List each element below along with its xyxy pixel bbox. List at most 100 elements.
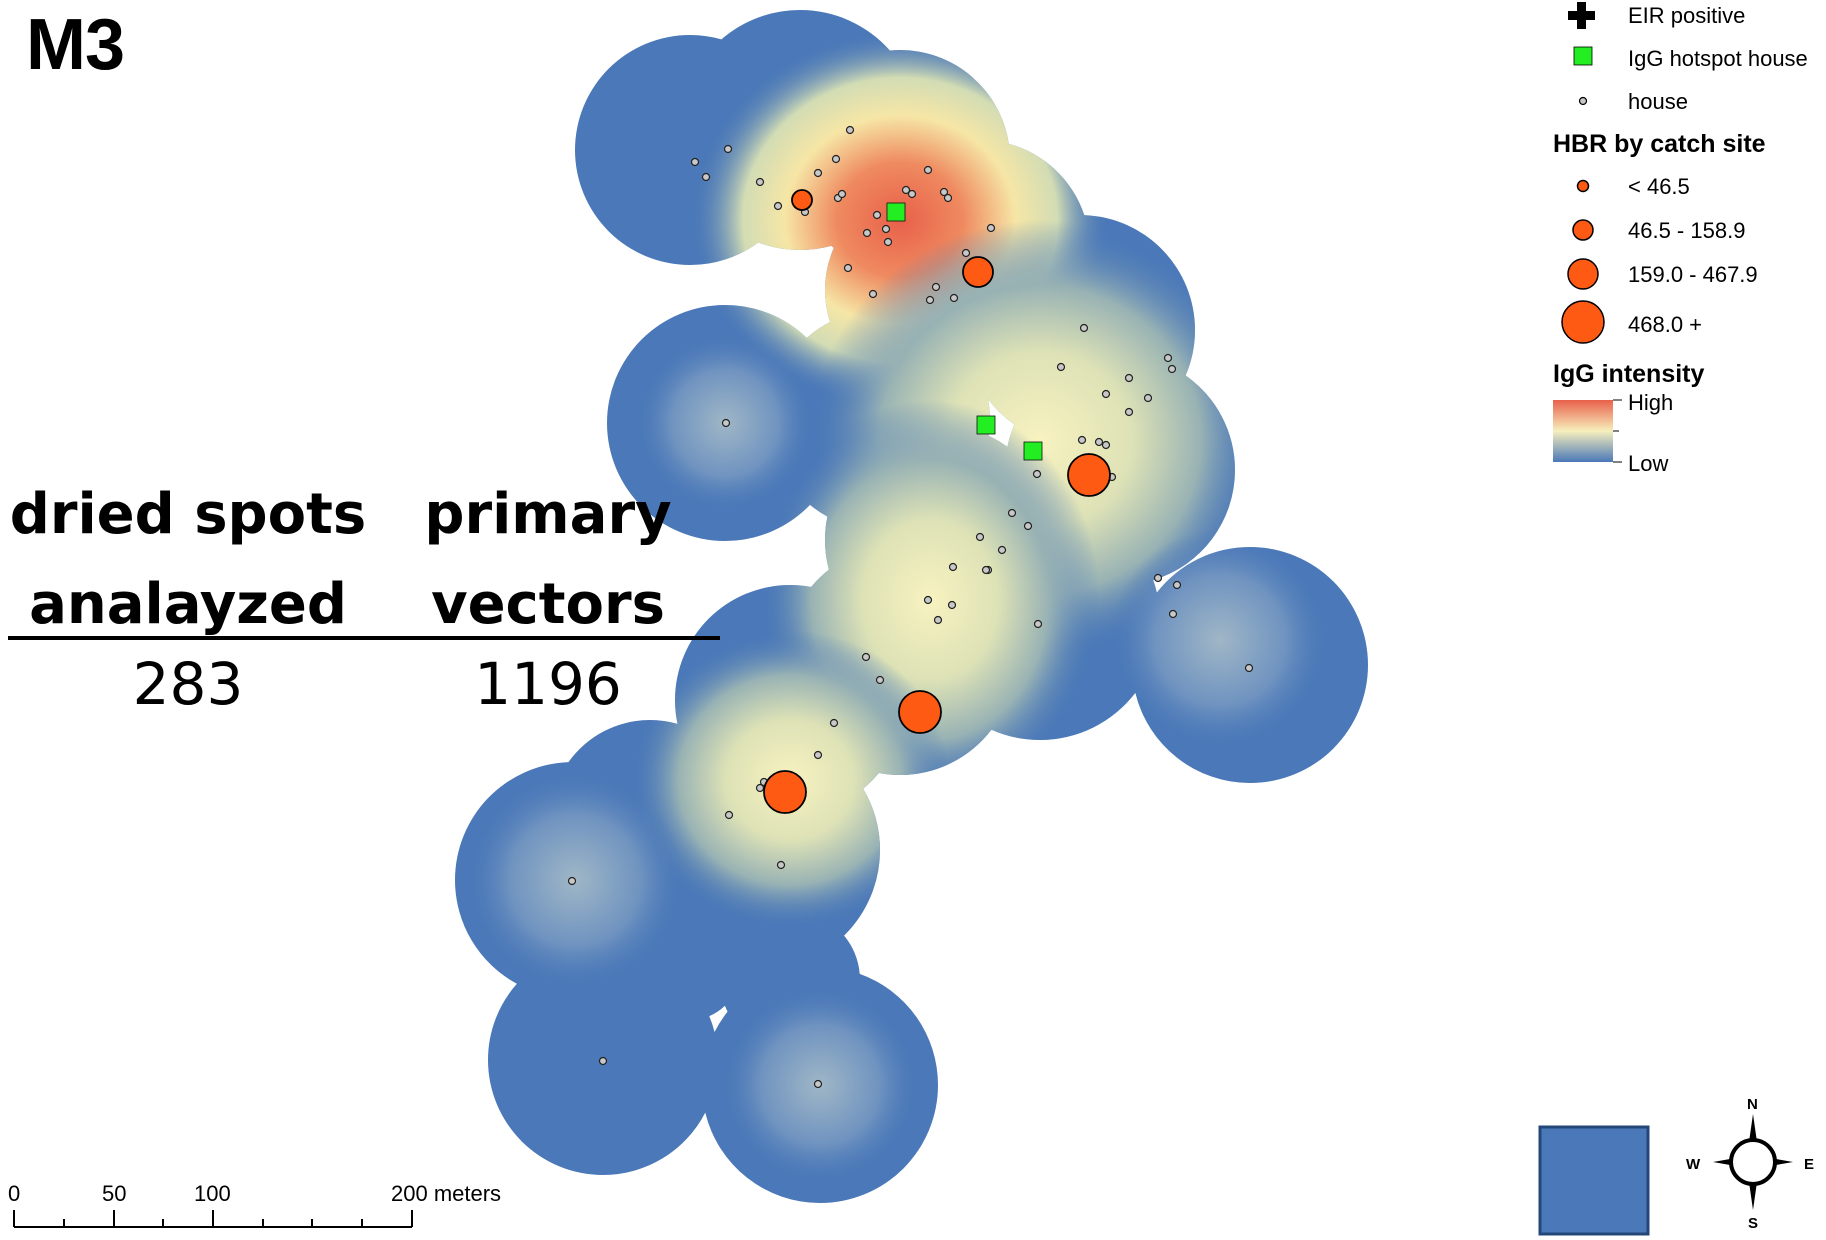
house-marker — [1033, 619, 1043, 629]
hbr-catch-site-marker — [791, 189, 813, 211]
house-marker — [1172, 580, 1182, 590]
hbr-class-1-swatch — [1576, 179, 1590, 193]
house-marker — [997, 545, 1007, 555]
legend-igg-low: Low — [1628, 451, 1669, 476]
house-marker — [981, 565, 991, 575]
igg-hotspot-markers — [886, 202, 1043, 461]
igg-hotspot-marker — [976, 415, 996, 435]
house-marker — [755, 783, 765, 793]
north-arrow-icon — [1713, 1114, 1793, 1210]
house-marker — [943, 193, 953, 203]
panel-title: M3 — [26, 5, 125, 85]
col1-header-line1: dried spots — [9, 482, 367, 547]
house-marker — [883, 237, 893, 247]
house-marker — [861, 652, 871, 662]
col2-header-line2: vectors — [431, 572, 665, 637]
house-marker — [925, 295, 935, 305]
house-marker — [1124, 373, 1134, 383]
hbr-catch-site-marker — [1067, 453, 1111, 497]
compass-north: N — [1747, 1096, 1758, 1113]
col2-header-line1: primary — [424, 482, 672, 547]
legend-house-label: house — [1628, 89, 1688, 114]
legend-hbr-class-2: 46.5 - 158.9 — [1628, 218, 1746, 243]
igg-intensity-ramp — [1553, 400, 1613, 462]
house-marker — [862, 228, 872, 238]
house-marker — [1153, 573, 1163, 583]
house-marker — [931, 282, 941, 292]
house-marker — [724, 810, 734, 820]
house-marker — [933, 615, 943, 625]
house-marker — [1143, 393, 1153, 403]
hbr-class-4-swatch — [1561, 300, 1605, 344]
legend-hbr-class-1: < 46.5 — [1628, 174, 1690, 199]
house-marker — [961, 248, 971, 258]
house-legend-swatch — [1578, 96, 1588, 106]
house-marker — [1244, 663, 1254, 673]
house-marker — [1079, 323, 1089, 333]
legend-symbols — [1553, 2, 1622, 463]
house-marker — [776, 860, 786, 870]
col1-value: 283 — [132, 650, 244, 718]
house-marker — [1032, 469, 1042, 479]
scale-tick-100: 100 — [194, 1181, 231, 1206]
table-rule — [8, 636, 720, 640]
house-marker — [721, 418, 731, 428]
house-marker — [939, 187, 949, 197]
hbr-catch-site-marker — [763, 770, 807, 814]
hbr-catch-site-markers — [763, 189, 1111, 814]
hbr-catch-site-marker — [898, 690, 942, 734]
house-marker — [567, 876, 577, 886]
house-marker — [872, 210, 882, 220]
house-marker — [1023, 521, 1033, 531]
house-marker — [723, 144, 733, 154]
house-marker — [881, 224, 891, 234]
compass-south: S — [1748, 1215, 1759, 1232]
house-marker — [949, 293, 959, 303]
house-marker — [923, 165, 933, 175]
scale-tick-200: 200 meters — [391, 1181, 502, 1206]
house-marker — [829, 718, 839, 728]
hbr-catch-site-marker — [962, 256, 994, 288]
house-marker — [813, 1079, 823, 1089]
extent-indicator-box — [1538, 1125, 1650, 1236]
house-marker — [907, 189, 917, 199]
house-marker — [875, 675, 885, 685]
hbr-class-2-swatch — [1572, 219, 1594, 241]
house-marker — [1007, 508, 1017, 518]
house-marker — [755, 177, 765, 187]
house-marker — [923, 595, 933, 605]
eir-positive-icon — [1568, 2, 1595, 29]
house-marker — [1101, 440, 1111, 450]
house-marker — [1167, 364, 1177, 374]
legend-igg-title: IgG intensity — [1553, 360, 1705, 388]
legend-igg-high: High — [1628, 390, 1674, 415]
igg-hotspot-marker — [1023, 441, 1043, 461]
house-marker — [813, 168, 823, 178]
house-marker — [813, 750, 823, 760]
house-marker — [1124, 407, 1134, 417]
house-marker — [843, 263, 853, 273]
house-marker — [598, 1056, 608, 1066]
legend-hbr-class-3: 159.0 - 467.9 — [1628, 262, 1758, 287]
col1-header-line2: analayzed — [29, 572, 347, 637]
igg-hotspot-legend-swatch — [1573, 46, 1593, 66]
house-marker — [1056, 362, 1066, 372]
legend-hbr-title: HBR by catch site — [1553, 130, 1766, 158]
house-marker — [948, 562, 958, 572]
house-marker — [845, 125, 855, 135]
house-marker — [975, 532, 985, 542]
house-marker — [701, 172, 711, 182]
house-marker — [1094, 437, 1104, 447]
house-marker — [868, 289, 878, 299]
hbr-class-3-swatch — [1567, 258, 1599, 290]
house-marker — [837, 189, 847, 199]
legend-eir-positive-label: EIR positive — [1628, 3, 1746, 28]
house-marker — [1077, 435, 1087, 445]
scale-bar — [13, 1210, 413, 1228]
compass-west: W — [1686, 1156, 1701, 1173]
col2-value: 1196 — [474, 650, 622, 718]
house-marker — [690, 157, 700, 167]
house-marker — [1101, 389, 1111, 399]
house-marker — [1163, 353, 1173, 363]
